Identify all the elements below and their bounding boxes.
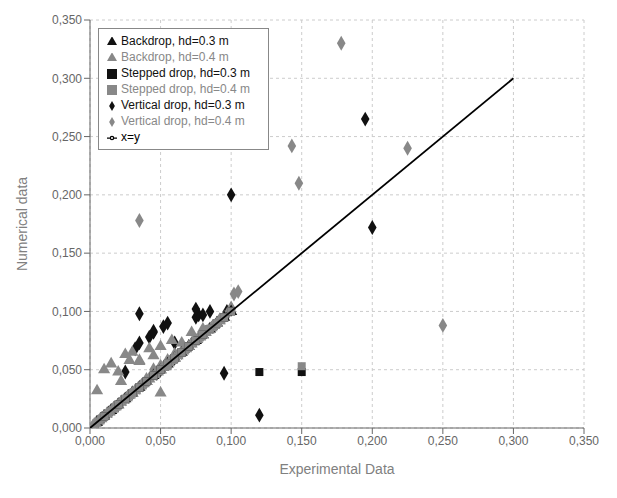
svg-text:0,300: 0,300 — [498, 434, 528, 448]
html-text:Backdrop, hd=0.4 m: Backdrop, hd=0.4 m — [121, 50, 229, 64]
svg-text:0,000: 0,000 — [75, 434, 105, 448]
html-text:Stepped drop, hd=0.3 m: Stepped drop, hd=0.3 m — [121, 66, 251, 80]
html-text:Backdrop, hd=0.3 m: Backdrop, hd=0.3 m — [121, 34, 229, 48]
svg-text:0,100: 0,100 — [52, 305, 82, 319]
svg-text:0,250: 0,250 — [52, 130, 82, 144]
svg-text:0,050: 0,050 — [146, 434, 176, 448]
svg-text:0,150: 0,150 — [287, 434, 317, 448]
svg-text:0,150: 0,150 — [52, 246, 82, 260]
svg-text:Experimental Data: Experimental Data — [279, 461, 394, 477]
html-text:x=y: x=y — [121, 130, 140, 144]
html-text:Stepped drop, hd=0.4 m: Stepped drop, hd=0.4 m — [121, 82, 251, 96]
svg-text:0,200: 0,200 — [357, 434, 387, 448]
svg-text:0,100: 0,100 — [216, 434, 246, 448]
svg-text:0,350: 0,350 — [52, 13, 82, 27]
svg-text:0,000: 0,000 — [52, 421, 82, 435]
html-text:Vertical drop, hd=0.4 m: Vertical drop, hd=0.4 m — [121, 114, 245, 128]
svg-text:0,200: 0,200 — [52, 188, 82, 202]
svg-text:0,050: 0,050 — [52, 363, 82, 377]
svg-text:0,250: 0,250 — [428, 434, 458, 448]
html-text:Vertical drop, hd=0.3 m: Vertical drop, hd=0.3 m — [121, 98, 245, 112]
svg-text:0,300: 0,300 — [52, 72, 82, 86]
svg-text:0,350: 0,350 — [569, 434, 599, 448]
svg-text:Numerical data: Numerical data — [14, 177, 30, 271]
